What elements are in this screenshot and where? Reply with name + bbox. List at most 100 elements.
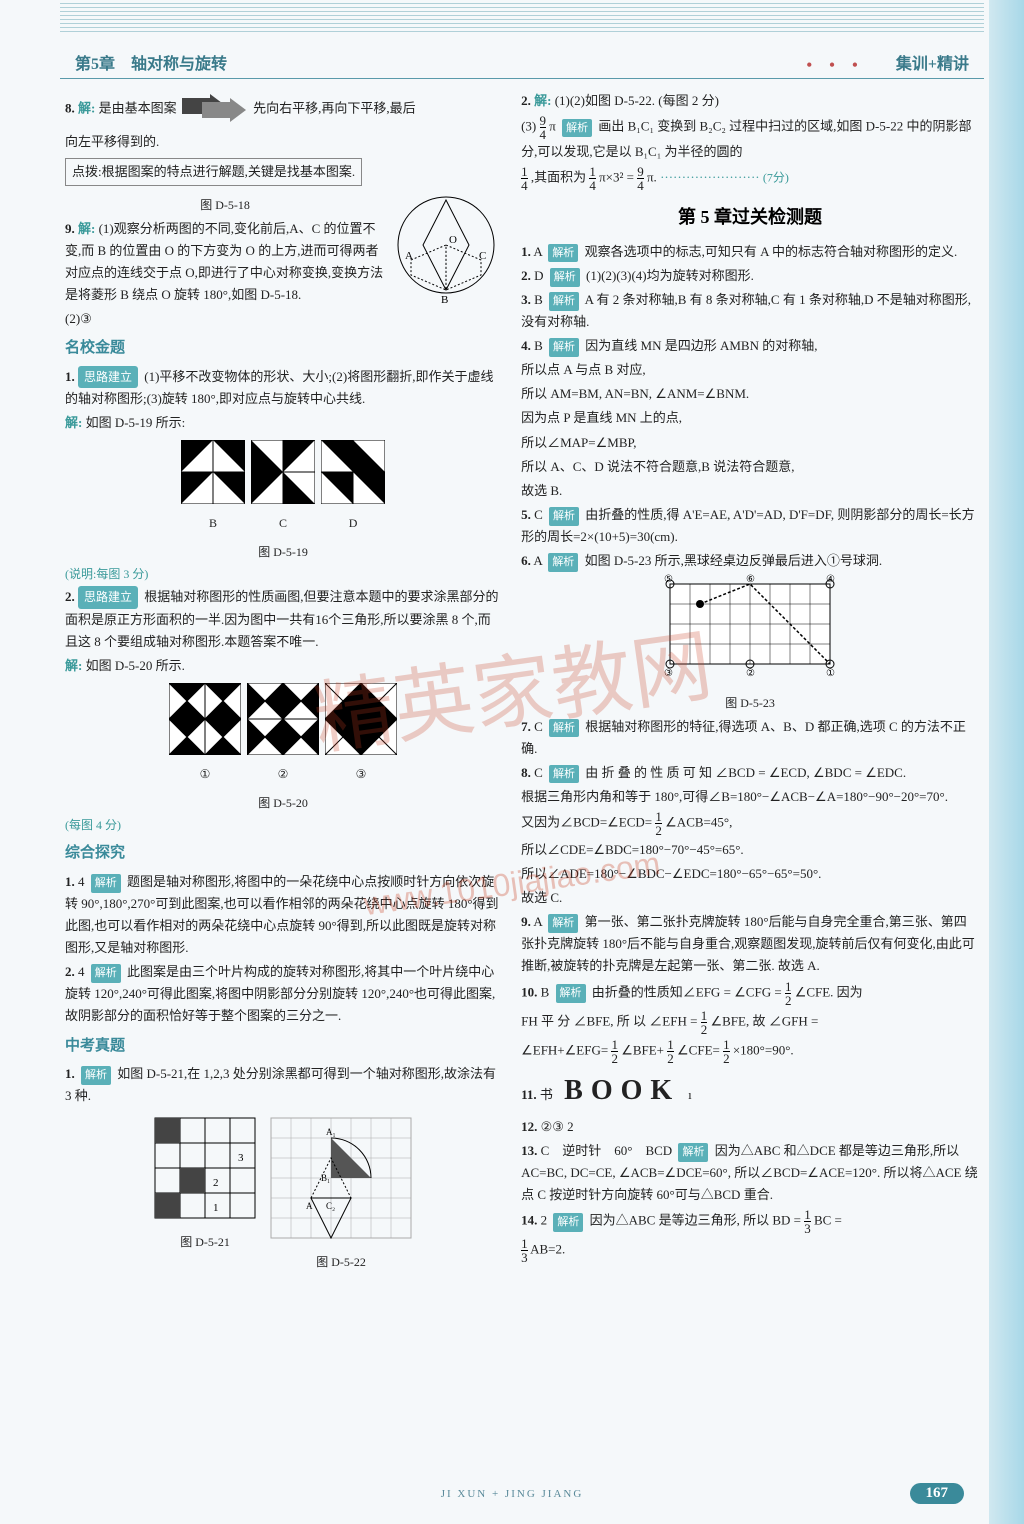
score: (7分) xyxy=(763,171,789,185)
arrow-pattern-icon xyxy=(180,90,250,129)
tag: 解析 xyxy=(553,1213,583,1232)
num: 9. xyxy=(65,221,75,236)
sec1-p2-idea: 2. 思路建立 根据轴对称图形的性质画图,但要注意本题中的要求涂黑部分的面积是原… xyxy=(65,586,501,653)
label: ③ xyxy=(325,764,397,784)
explain-tag: 解析 xyxy=(81,1066,111,1085)
opt: D xyxy=(534,268,543,283)
opt: C xyxy=(534,507,543,522)
footer-text: JI XUN + JING JIANG xyxy=(441,1488,584,1500)
text: 先向右平移,再向下平移,最后 xyxy=(253,101,416,116)
q4l6: 所以 A、C、D 说法不符合题意,B 说法符合题意, xyxy=(521,456,979,478)
header-divider xyxy=(60,78,984,79)
svg-text:A: A xyxy=(405,250,413,262)
ans: 解: xyxy=(534,93,551,108)
opt: C xyxy=(534,765,543,780)
ans: 解: xyxy=(78,221,95,236)
svg-text:2: 2 xyxy=(213,1177,219,1189)
content: 8. 解: 是由基本图案 先向右平移,再向下平移,最后 向左平移得到的. 点拨:… xyxy=(65,90,979,1474)
explain-tag: 解析 xyxy=(562,119,592,138)
tag: 解析 xyxy=(549,765,579,784)
q4: 4. B 解析 因为直线 MN 是四边形 AMBN 的对称轴, xyxy=(521,335,979,357)
num: 13. xyxy=(521,1143,537,1158)
q11: 11. 书 BOOKı xyxy=(521,1067,979,1115)
label: ① xyxy=(169,764,241,784)
sub: ı xyxy=(688,1087,692,1102)
section-mingxiao: 名校金题 xyxy=(65,336,501,362)
formula: 14 π×3² = 94 π. xyxy=(589,165,656,192)
opt: A xyxy=(533,244,542,259)
fig-label-19: 图 D-5-19 xyxy=(65,542,501,562)
text: ,其面积为 xyxy=(531,170,586,185)
svg-text:B₁: B₁ xyxy=(321,1173,330,1183)
q8l5: 所以∠ADE=180°−∠BDC−∠EDC=180°−65°−65°=50°. xyxy=(521,863,979,885)
q4l2: 所以点 A 与点 B 对应, xyxy=(521,359,979,381)
hint-box: 点拨:根据图案的特点进行解题,关键是找基本图案. xyxy=(65,158,362,186)
pattern-1: ① xyxy=(169,683,241,786)
num: 7. xyxy=(521,719,531,734)
text: 如图 D-5-23 所示,黑球经桌边反弹最后进入①号球洞. xyxy=(585,553,883,568)
text: 如图 D-5-20 所示. xyxy=(86,658,185,673)
num: 6. xyxy=(521,553,531,568)
note: (说明:每图 3 分) xyxy=(65,564,501,584)
opt: B xyxy=(534,292,543,307)
sec3-p1: 1. 解析 如图 D-5-21,在 1,2,3 处分别涂黑都可得到一个轴对称图形… xyxy=(65,1063,501,1107)
fig-d-5-20: ① ② ③ xyxy=(65,683,501,786)
text: 题图是轴对称图形,将图中的一朵花绕中心点按顺时针方向依次旋转 90°,180°,… xyxy=(65,874,499,955)
num: 2. xyxy=(521,93,531,108)
fig-label: 图 D-5-21 xyxy=(150,1232,260,1252)
fig-label-20: 图 D-5-20 xyxy=(65,793,501,813)
chapter5-title: 第 5 章过关检测题 xyxy=(521,202,979,233)
svg-text:1: 1 xyxy=(213,1202,219,1214)
p8-line2: 向左平移得到的. xyxy=(65,131,501,153)
ans: C 逆时针 60° BCD xyxy=(541,1143,673,1158)
text: A 有 2 条对称轴,B 有 8 条对称轴,C 有 1 条对称轴,D 不是轴对称… xyxy=(521,292,971,329)
q1: 1. A 解析 观察各选项中的标志,可知只有 A 中的标志符合轴对称图形的定义. xyxy=(521,241,979,263)
text: 如图 D-5-21,在 1,2,3 处分别涂黑都可得到一个轴对称图形,故涂法有 … xyxy=(65,1066,496,1103)
sec1-p2-ans: 解: 如图 D-5-20 所示. xyxy=(65,655,501,677)
pattern-b: B xyxy=(181,440,245,535)
svg-text:A: A xyxy=(306,1201,313,1211)
opt: 4 xyxy=(78,964,85,979)
num: 4. xyxy=(521,338,531,353)
right-column: 2. 解: (1)(2)如图 D-5-22. (每图 2 分) (3) 94 π… xyxy=(521,90,979,1474)
problem-8: 8. 解: 是由基本图案 先向右平移,再向下平移,最后 xyxy=(65,90,501,129)
tag: 解析 xyxy=(548,914,578,933)
header-dots: • • • xyxy=(806,55,864,76)
q4l3: 所以 AM=BM, AN=BN, ∠ANM=∠BNM. xyxy=(521,383,979,405)
explain-tag: 解析 xyxy=(91,964,121,983)
text: 因为直线 MN 是四边形 AMBN 的对称轴, xyxy=(585,338,817,353)
q7: 7. C 解析 根据轴对称图形的特征,得选项 A、B、D 都正确,选项 C 的方… xyxy=(521,716,979,760)
svg-text:O: O xyxy=(449,234,457,246)
fig-d-5-19: B C D xyxy=(65,440,501,535)
q5: 5. C 解析 由折叠的性质,得 A'E=AE, A'D'=AD, D'F=DF… xyxy=(521,504,979,548)
q14: 14. 2 解析 因为△ABC 是等边三角形, 所以 BD = 13 BC = xyxy=(521,1208,979,1235)
fig-d-5-21-22: 3 2 1 图 D-5-21 xyxy=(65,1113,501,1274)
num: 12. xyxy=(521,1119,537,1134)
right-border xyxy=(989,0,1024,1524)
opt: B xyxy=(541,984,550,999)
label: ② xyxy=(247,764,319,784)
page-number: 167 xyxy=(910,1483,965,1504)
opt: 4 xyxy=(78,874,85,889)
svg-text:A₁: A₁ xyxy=(326,1127,336,1137)
tag: 解析 xyxy=(548,244,578,263)
num: 1. xyxy=(65,874,75,889)
sec2-p1: 1. 4 解析 题图是轴对称图形,将图中的一朵花绕中心点按顺时针方向依次旋转 9… xyxy=(65,871,501,959)
svg-text:⑤: ⑤ xyxy=(664,574,673,585)
text: (1)(2)如图 D-5-22. (每图 2 分) xyxy=(555,93,719,108)
r-p2-line3: 14 ,其面积为 14 π×3² = 94 π. ···············… xyxy=(521,165,979,192)
sec1-p1-idea: 1. 思路建立 (1)平移不改变物体的形状、大小;(2)将图形翻折,即作关于虚线… xyxy=(65,366,501,410)
num: 3. xyxy=(521,292,531,307)
num: 2. xyxy=(521,268,531,283)
r-p2: 2. 解: (1)(2)如图 D-5-22. (每图 2 分) xyxy=(521,90,979,112)
book-icon: BOOK xyxy=(564,1067,680,1115)
ans: 解: xyxy=(65,658,82,673)
explain-tag: 解析 xyxy=(91,874,121,893)
idea-tag: 思路建立 xyxy=(78,366,138,388)
part3: (3) xyxy=(521,119,536,134)
left-column: 8. 解: 是由基本图案 先向右平移,再向下平移,最后 向左平移得到的. 点拨:… xyxy=(65,90,501,1474)
num: 1. xyxy=(65,369,75,384)
q13: 13. C 逆时针 60° BCD 解析 因为△ABC 和△DCE 都是等边三角… xyxy=(521,1140,979,1206)
svg-text:3: 3 xyxy=(238,1152,244,1164)
text: (1)(2)(3)(4)均为旋转对称图形. xyxy=(586,268,754,283)
